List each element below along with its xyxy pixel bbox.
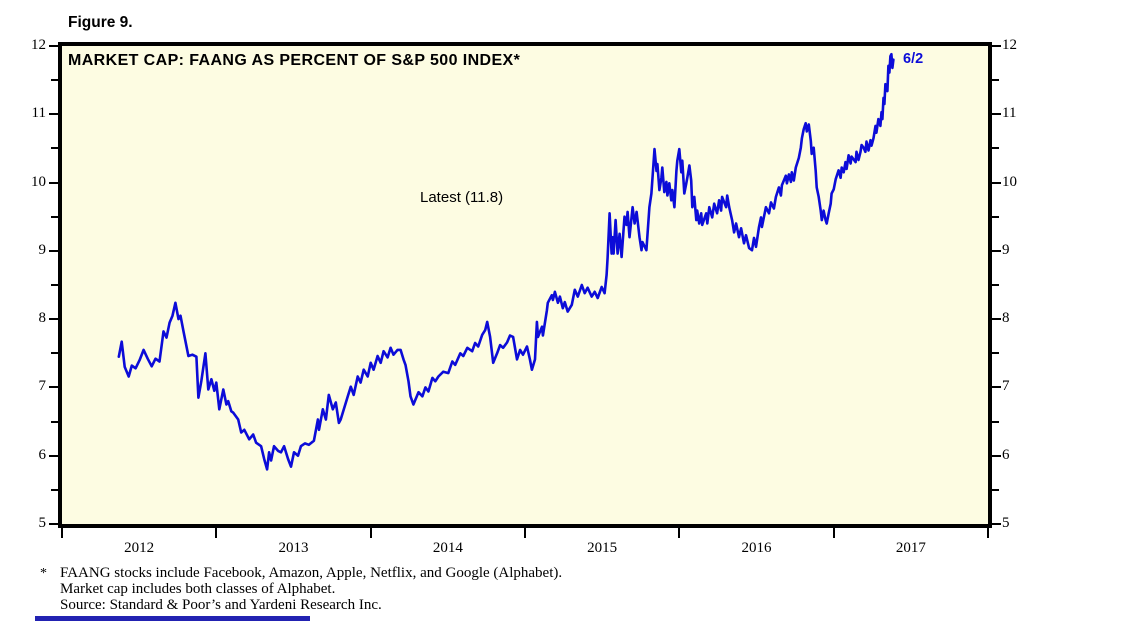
plot-area	[58, 42, 992, 528]
y-axis-label-left: 5	[38, 514, 47, 531]
x-axis-tick	[61, 528, 63, 538]
latest-date-annotation: 6/2	[903, 51, 924, 67]
y-axis-label-right: 9	[1002, 241, 1010, 258]
footnote-line-2: Market cap includes both classes of Alph…	[60, 580, 336, 597]
y-axis-tick-left	[49, 386, 58, 389]
y-axis-label-right: 11	[1002, 105, 1017, 122]
x-axis-tick	[986, 528, 989, 538]
y-axis-tick-left	[49, 249, 58, 252]
x-axis-label-year: 2017	[895, 540, 926, 556]
y-axis-tick-left	[49, 181, 58, 184]
page-bottom-partial-bar	[35, 616, 310, 621]
x-axis-tick	[523, 528, 526, 538]
y-axis-label-right: 12	[1002, 37, 1017, 53]
y-axis-tick-left	[49, 522, 58, 525]
figure-label: Figure 9.	[68, 14, 133, 31]
y-axis-tick-right	[992, 113, 1001, 116]
y-axis-tick-right	[992, 147, 999, 150]
y-axis-label-right: 5	[1002, 514, 1010, 531]
footnote-line-1: FAANG stocks include Facebook, Amazon, A…	[60, 565, 563, 581]
x-axis-label-year: 2013	[278, 540, 309, 556]
y-axis-label-left: 7	[38, 378, 47, 395]
y-axis-label-left: 6	[38, 446, 47, 463]
y-axis-tick-left	[51, 420, 58, 423]
x-axis-tick	[678, 528, 681, 538]
y-axis-tick-left	[51, 79, 58, 82]
y-axis-tick-right	[992, 249, 1001, 252]
y-axis-label-left: 11	[31, 105, 46, 122]
y-axis-label-right: 8	[1002, 310, 1010, 327]
y-axis-tick-right	[992, 522, 1001, 525]
y-axis-tick-right	[992, 318, 1001, 321]
y-axis-label-left: 8	[38, 310, 47, 327]
footnote-asterisk: *	[40, 566, 47, 581]
y-axis-tick-right	[992, 45, 1001, 47]
y-axis-tick-left	[51, 147, 58, 150]
x-axis-label-year: 2012	[124, 540, 155, 556]
y-axis-tick-left	[51, 488, 58, 491]
x-axis-label-year: 2014	[432, 540, 463, 556]
y-axis-tick-right	[992, 79, 999, 82]
footnote-block: * FAANG stocks include Facebook, Amazon,…	[40, 565, 563, 613]
latest-value-annotation: Latest (11.8)	[420, 189, 504, 206]
y-axis-label-left: 9	[38, 241, 47, 258]
y-axis-tick-left	[49, 454, 58, 457]
y-axis-tick-left	[51, 352, 58, 355]
y-axis-tick-right	[992, 386, 1001, 389]
y-axis-tick-right	[992, 283, 999, 286]
y-axis-tick-left	[49, 113, 58, 116]
x-axis-tick	[215, 528, 218, 538]
y-axis-tick-left	[49, 45, 58, 47]
y-axis-label-left: 12	[31, 37, 46, 53]
chart-title: MARKET CAP: FAANG AS PERCENT OF S&P 500 …	[68, 52, 521, 69]
y-axis-tick-right	[992, 352, 999, 355]
x-axis-tick	[369, 528, 372, 538]
y-axis-label-right: 7	[1002, 378, 1010, 395]
y-axis-label-right: 6	[1002, 446, 1010, 463]
y-axis-tick-left	[51, 215, 58, 218]
x-axis-label-year: 2016	[741, 540, 772, 556]
y-axis-tick-right	[992, 215, 999, 218]
y-axis-tick-right	[992, 454, 1001, 457]
y-axis-label-right: 10	[1002, 173, 1017, 190]
y-axis-tick-right	[992, 181, 1001, 184]
x-axis-tick	[832, 528, 835, 538]
y-axis-tick-right	[992, 420, 999, 423]
y-axis-tick-left	[49, 318, 58, 321]
y-axis-tick-right	[992, 488, 999, 491]
y-axis-tick-left	[51, 283, 58, 286]
x-axis-label-year: 2015	[587, 540, 618, 556]
y-axis-label-left: 10	[31, 173, 46, 190]
footnote-line-3: Source: Standard & Poor’s and Yardeni Re…	[60, 596, 382, 613]
